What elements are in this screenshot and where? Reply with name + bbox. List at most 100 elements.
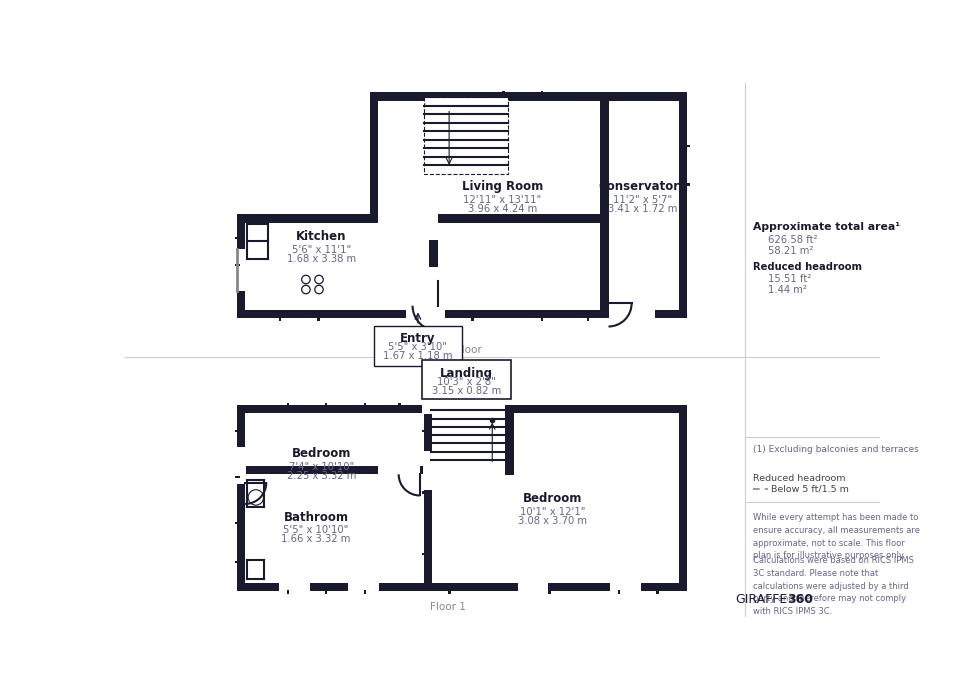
Bar — [657, 590, 659, 595]
Bar — [423, 97, 509, 174]
Bar — [423, 451, 433, 490]
Bar — [422, 553, 427, 555]
Bar — [377, 465, 419, 475]
Bar — [423, 405, 432, 591]
Text: 5'5" x 10'10": 5'5" x 10'10" — [283, 525, 349, 535]
Bar — [236, 448, 246, 484]
Bar — [678, 92, 687, 318]
Bar — [369, 92, 687, 101]
Text: 626.58 ft²: 626.58 ft² — [768, 235, 817, 245]
Bar — [600, 92, 609, 318]
Bar — [686, 145, 690, 147]
Text: 12'11" x 13'11": 12'11" x 13'11" — [464, 195, 541, 205]
Text: Kitchen: Kitchen — [296, 230, 347, 243]
Text: Bedroom: Bedroom — [292, 448, 351, 460]
Text: 5'5" x 3'10": 5'5" x 3'10" — [388, 342, 448, 352]
Bar — [549, 590, 551, 595]
Bar — [348, 582, 379, 592]
Bar — [235, 476, 240, 478]
Text: Reduced headroom: Reduced headroom — [753, 474, 845, 483]
Text: 1.66 x 3.32 m: 1.66 x 3.32 m — [281, 534, 351, 545]
Text: 11'2" x 5'7": 11'2" x 5'7" — [612, 195, 672, 205]
Text: 3.96 x 4.24 m: 3.96 x 4.24 m — [467, 204, 537, 214]
Text: 58.21 m²: 58.21 m² — [768, 245, 813, 256]
Bar — [236, 448, 246, 482]
Text: 7'4" x 10'10": 7'4" x 10'10" — [289, 462, 354, 472]
Text: 15.51 ft²: 15.51 ft² — [768, 274, 811, 284]
Bar — [236, 214, 245, 318]
Text: 2.25 x 3.32 m: 2.25 x 3.32 m — [286, 471, 356, 481]
Text: 3.08 x 3.70 m: 3.08 x 3.70 m — [517, 516, 587, 526]
Bar — [236, 466, 432, 474]
Bar — [364, 590, 366, 595]
Text: 3.41 x 1.72 m: 3.41 x 1.72 m — [608, 204, 677, 214]
Bar — [318, 317, 319, 321]
Text: 1.44 m²: 1.44 m² — [768, 285, 807, 295]
Text: Reduced headroom: Reduced headroom — [753, 262, 861, 272]
Bar — [428, 213, 438, 240]
Text: Calculations were based on RICS IPMS
3C standard. Please note that
calculations : Calculations were based on RICS IPMS 3C … — [753, 556, 913, 616]
Bar — [541, 91, 543, 96]
Text: 10'3" x 2'8": 10'3" x 2'8" — [437, 376, 496, 387]
Bar — [279, 582, 310, 592]
Bar — [406, 309, 445, 319]
Bar — [369, 92, 378, 222]
Bar — [235, 430, 240, 432]
Bar — [517, 582, 549, 592]
Bar — [236, 310, 687, 318]
Bar — [686, 183, 690, 186]
Bar — [287, 590, 289, 595]
Bar — [235, 264, 240, 266]
Bar — [279, 317, 281, 321]
Bar — [236, 405, 245, 591]
Bar — [471, 317, 473, 321]
Bar — [422, 404, 511, 414]
Text: 5'6" x 11'1": 5'6" x 11'1" — [292, 245, 351, 255]
Text: 3.15 x 0.82 m: 3.15 x 0.82 m — [432, 386, 501, 396]
Bar — [587, 317, 589, 321]
Bar — [678, 405, 687, 591]
Text: Entry: Entry — [400, 332, 436, 345]
Bar — [438, 214, 600, 222]
Text: Approximate total area¹: Approximate total area¹ — [753, 222, 900, 231]
Bar — [373, 326, 463, 366]
Text: Floor 1: Floor 1 — [430, 602, 466, 612]
Bar — [235, 522, 240, 525]
Bar — [449, 590, 451, 595]
Bar — [325, 403, 327, 408]
Bar — [235, 237, 240, 240]
Bar — [364, 403, 366, 408]
Text: 1.68 x 3.38 m: 1.68 x 3.38 m — [287, 254, 356, 264]
Bar — [235, 561, 240, 563]
Text: Bedroom: Bedroom — [522, 492, 582, 505]
Text: 360: 360 — [787, 593, 813, 606]
Text: Bathroom: Bathroom — [283, 511, 349, 524]
Text: Landing: Landing — [440, 367, 493, 380]
Bar — [503, 91, 505, 96]
Bar — [325, 590, 327, 595]
Text: While every attempt has been made to
ensure accuracy, all measurements are
appro: While every attempt has been made to ens… — [753, 513, 919, 561]
Bar — [236, 405, 687, 414]
Bar — [422, 360, 511, 399]
Text: Ground Floor: Ground Floor — [415, 345, 482, 355]
Bar — [429, 214, 438, 318]
Text: Below 5 ft/1.5 m: Below 5 ft/1.5 m — [771, 484, 849, 493]
Bar — [287, 403, 289, 408]
Bar — [236, 583, 687, 591]
Text: Conservatory: Conservatory — [598, 180, 687, 193]
Bar — [428, 267, 438, 310]
Bar — [422, 491, 427, 493]
Bar — [236, 249, 246, 291]
Bar — [617, 590, 620, 595]
Bar — [506, 405, 514, 475]
Bar — [422, 430, 427, 432]
Bar — [609, 309, 655, 319]
Text: Living Room: Living Room — [462, 180, 543, 193]
Bar — [236, 214, 369, 222]
Text: (1) Excluding balconies and terraces: (1) Excluding balconies and terraces — [753, 445, 918, 454]
Bar — [541, 317, 543, 321]
Bar — [398, 403, 401, 408]
Text: GIRAFFE: GIRAFFE — [735, 593, 787, 606]
Text: 10'1" x 12'1": 10'1" x 12'1" — [519, 507, 585, 517]
Bar — [611, 582, 641, 592]
